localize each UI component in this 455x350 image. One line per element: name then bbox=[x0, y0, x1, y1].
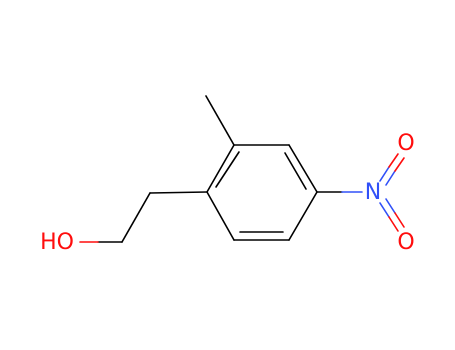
bond bbox=[288, 191, 318, 241]
atom-label: O bbox=[397, 131, 414, 156]
methyl-bond bbox=[205, 95, 235, 146]
no-bond bbox=[379, 202, 390, 218]
atom-label: O bbox=[397, 230, 414, 255]
no-bond bbox=[394, 212, 405, 228]
atom-label: HO bbox=[40, 230, 74, 255]
double-bond-inner bbox=[215, 151, 240, 188]
no-bond bbox=[394, 157, 405, 172]
bond bbox=[206, 144, 235, 193]
chain-bond bbox=[149, 191, 208, 194]
bond bbox=[206, 191, 235, 241]
no-bond bbox=[379, 166, 390, 182]
no-bond bbox=[388, 216, 399, 232]
atom-label: N bbox=[365, 180, 381, 205]
bond bbox=[288, 144, 318, 193]
double-bond-inner bbox=[284, 152, 307, 190]
carbon-bonds bbox=[97, 95, 343, 243]
no-bond bbox=[388, 153, 399, 168]
chain-bond bbox=[121, 192, 151, 243]
no-bond bbox=[385, 198, 396, 214]
no-bond bbox=[385, 170, 396, 186]
